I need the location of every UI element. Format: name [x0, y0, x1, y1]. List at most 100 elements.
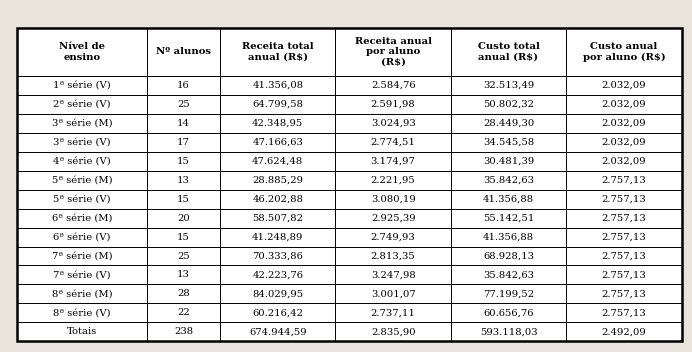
Bar	[566, 303, 682, 322]
Text: 3.247,98: 3.247,98	[371, 270, 415, 279]
Bar	[451, 152, 566, 171]
Text: 47.166,63: 47.166,63	[253, 138, 303, 146]
Text: 55.142,51: 55.142,51	[483, 214, 534, 222]
Bar	[17, 95, 147, 114]
Bar	[566, 171, 682, 189]
Text: 2.737,11: 2.737,11	[371, 308, 416, 318]
Text: 28: 28	[177, 289, 190, 298]
Text: 3.080,19: 3.080,19	[371, 195, 415, 203]
Text: 13: 13	[177, 176, 190, 184]
Bar	[336, 133, 451, 152]
Bar	[451, 227, 566, 246]
Bar	[336, 227, 451, 246]
Bar	[17, 303, 147, 322]
Text: 2.749,93: 2.749,93	[371, 233, 415, 241]
Text: 2.032,09: 2.032,09	[601, 81, 646, 90]
Text: 593.118,03: 593.118,03	[480, 327, 538, 337]
Bar	[220, 189, 336, 208]
Bar	[451, 265, 566, 284]
Text: 3ª série (M): 3ª série (M)	[52, 119, 112, 127]
Bar	[17, 227, 147, 246]
Bar	[220, 133, 336, 152]
Text: 35.842,63: 35.842,63	[483, 270, 534, 279]
Text: 2.032,09: 2.032,09	[601, 138, 646, 146]
Text: 2.925,39: 2.925,39	[371, 214, 415, 222]
Bar	[17, 114, 147, 133]
Text: 20: 20	[177, 214, 190, 222]
Text: 7ª série (M): 7ª série (M)	[52, 251, 112, 260]
Text: 2.757,13: 2.757,13	[601, 233, 646, 241]
Bar	[336, 284, 451, 303]
Text: 6ª série (M): 6ª série (M)	[52, 214, 112, 222]
Bar	[451, 322, 566, 341]
Bar	[17, 246, 147, 265]
Text: 14: 14	[177, 119, 190, 127]
Text: 70.333,86: 70.333,86	[253, 251, 303, 260]
Text: 2.221,95: 2.221,95	[371, 176, 415, 184]
Bar	[566, 28, 682, 76]
Bar	[336, 76, 451, 95]
Text: 15: 15	[177, 233, 190, 241]
Text: 50.802,32: 50.802,32	[483, 100, 534, 109]
Bar	[451, 284, 566, 303]
Bar	[17, 208, 147, 227]
Text: 5ª série (M): 5ª série (M)	[52, 176, 112, 184]
Bar	[336, 208, 451, 227]
Text: 4ª série (V): 4ª série (V)	[53, 157, 111, 165]
Text: Receita anual
por aluno
(R$): Receita anual por aluno (R$)	[355, 37, 432, 67]
Text: 2.757,13: 2.757,13	[601, 289, 646, 298]
Text: 46.202,88: 46.202,88	[253, 195, 303, 203]
Text: 8ª série (V): 8ª série (V)	[53, 308, 111, 318]
Bar	[451, 171, 566, 189]
Bar	[17, 171, 147, 189]
Bar	[147, 322, 220, 341]
Bar	[451, 114, 566, 133]
Text: 2.835,90: 2.835,90	[371, 327, 415, 337]
Bar	[220, 284, 336, 303]
Bar	[566, 246, 682, 265]
Text: 42.348,95: 42.348,95	[252, 119, 303, 127]
Text: 3.024,93: 3.024,93	[371, 119, 415, 127]
Text: 28.885,29: 28.885,29	[253, 176, 303, 184]
Bar	[17, 76, 147, 95]
Bar	[17, 152, 147, 171]
Bar	[147, 133, 220, 152]
Text: Custo total
anual (R$): Custo total anual (R$)	[477, 42, 540, 62]
Bar	[17, 322, 147, 341]
Bar	[336, 303, 451, 322]
Bar	[147, 227, 220, 246]
Bar	[566, 284, 682, 303]
Bar	[336, 171, 451, 189]
Bar	[17, 133, 147, 152]
Bar	[17, 265, 147, 284]
Text: 2.032,09: 2.032,09	[601, 157, 646, 165]
Bar	[336, 265, 451, 284]
Text: 3ª série (V): 3ª série (V)	[53, 138, 111, 146]
Text: 47.624,48: 47.624,48	[252, 157, 303, 165]
Text: 84.029,95: 84.029,95	[252, 289, 303, 298]
Text: 60.216,42: 60.216,42	[253, 308, 303, 318]
Bar	[566, 114, 682, 133]
Bar	[566, 95, 682, 114]
Bar	[220, 246, 336, 265]
Bar	[451, 76, 566, 95]
Bar	[220, 227, 336, 246]
Bar	[566, 189, 682, 208]
Bar	[336, 189, 451, 208]
Bar	[220, 322, 336, 341]
Bar	[17, 284, 147, 303]
Text: 35.842,63: 35.842,63	[483, 176, 534, 184]
Bar	[336, 95, 451, 114]
Text: 2.757,13: 2.757,13	[601, 195, 646, 203]
Text: 2.757,13: 2.757,13	[601, 308, 646, 318]
Text: Custo anual
por aluno (R$): Custo anual por aluno (R$)	[583, 42, 665, 62]
Text: 64.799,58: 64.799,58	[253, 100, 303, 109]
Bar	[451, 189, 566, 208]
Bar	[220, 303, 336, 322]
Bar	[451, 246, 566, 265]
Bar	[566, 76, 682, 95]
Bar	[220, 28, 336, 76]
Bar	[336, 28, 451, 76]
Text: 7ª série (V): 7ª série (V)	[53, 270, 111, 279]
Text: 41.356,08: 41.356,08	[252, 81, 303, 90]
